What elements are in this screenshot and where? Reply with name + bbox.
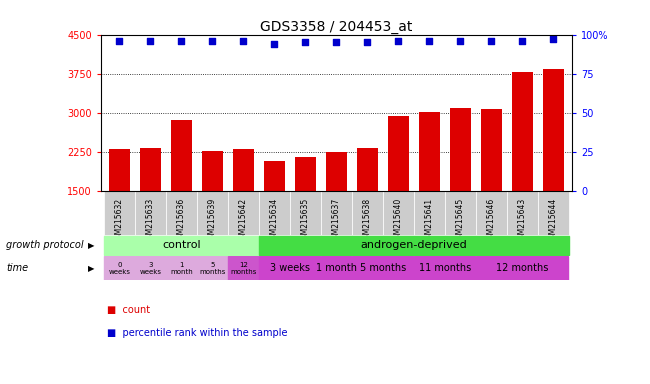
- Text: 3 weeks: 3 weeks: [270, 263, 310, 273]
- Bar: [321, 257, 350, 280]
- Text: GSM215637: GSM215637: [332, 198, 341, 244]
- Bar: [290, 192, 321, 235]
- Text: GSM215632: GSM215632: [115, 198, 124, 244]
- Bar: [387, 116, 410, 192]
- Point: [207, 38, 218, 44]
- Bar: [476, 192, 507, 235]
- Bar: [233, 149, 254, 192]
- Point: [238, 38, 248, 44]
- Point: [145, 38, 155, 44]
- Text: GSM215644: GSM215644: [549, 198, 558, 244]
- Text: GSM215645: GSM215645: [456, 198, 465, 244]
- Bar: [476, 257, 567, 280]
- Bar: [352, 192, 383, 235]
- Bar: [321, 192, 352, 235]
- Bar: [202, 151, 223, 192]
- Text: 5
months: 5 months: [199, 262, 226, 275]
- Bar: [445, 192, 476, 235]
- Bar: [326, 152, 347, 192]
- Bar: [480, 109, 502, 192]
- Point: [517, 38, 528, 44]
- Bar: [294, 157, 316, 192]
- Bar: [197, 257, 227, 280]
- Bar: [104, 236, 259, 255]
- Bar: [263, 161, 285, 192]
- Text: GSM215633: GSM215633: [146, 198, 155, 244]
- Text: GSM215634: GSM215634: [270, 198, 279, 244]
- Title: GDS3358 / 204453_at: GDS3358 / 204453_at: [260, 20, 413, 33]
- Bar: [259, 192, 290, 235]
- Text: time: time: [6, 263, 29, 273]
- Point: [548, 36, 558, 42]
- Bar: [543, 69, 564, 192]
- Point: [393, 38, 404, 44]
- Text: GSM215636: GSM215636: [177, 198, 186, 244]
- Bar: [140, 147, 161, 192]
- Point: [114, 38, 125, 44]
- Point: [455, 38, 465, 44]
- Bar: [512, 72, 533, 192]
- Bar: [228, 192, 259, 235]
- Point: [362, 39, 372, 45]
- Bar: [419, 112, 440, 192]
- Bar: [135, 257, 164, 280]
- Text: 11 months: 11 months: [419, 263, 471, 273]
- Bar: [357, 147, 378, 192]
- Text: androgen-deprived: androgen-deprived: [361, 240, 467, 250]
- Bar: [414, 257, 474, 280]
- Bar: [197, 192, 228, 235]
- Text: 12
months: 12 months: [230, 262, 257, 275]
- Text: growth protocol: growth protocol: [6, 240, 84, 250]
- Text: 3
weeks: 3 weeks: [139, 262, 161, 275]
- Bar: [507, 192, 538, 235]
- Text: 0
weeks: 0 weeks: [109, 262, 131, 275]
- Bar: [259, 257, 320, 280]
- Bar: [383, 192, 414, 235]
- Bar: [259, 236, 569, 255]
- Point: [331, 39, 342, 45]
- Bar: [450, 108, 471, 192]
- Bar: [414, 192, 445, 235]
- Bar: [104, 192, 135, 235]
- Point: [486, 38, 497, 44]
- Bar: [170, 120, 192, 192]
- Text: GSM215642: GSM215642: [239, 198, 248, 244]
- Point: [424, 38, 435, 44]
- Bar: [228, 257, 257, 280]
- Bar: [166, 192, 197, 235]
- Text: ■  percentile rank within the sample: ■ percentile rank within the sample: [107, 328, 288, 338]
- Text: 12 months: 12 months: [496, 263, 549, 273]
- Bar: [104, 257, 134, 280]
- Bar: [166, 257, 196, 280]
- Text: GSM215646: GSM215646: [487, 198, 496, 244]
- Text: control: control: [162, 240, 201, 250]
- Text: GSM215641: GSM215641: [425, 198, 434, 244]
- Bar: [352, 257, 413, 280]
- Bar: [135, 192, 166, 235]
- Text: 1
month: 1 month: [170, 262, 193, 275]
- Text: GSM215635: GSM215635: [301, 198, 310, 244]
- Point: [176, 38, 187, 44]
- Bar: [538, 192, 569, 235]
- Text: ▶: ▶: [88, 241, 94, 250]
- Text: ▶: ▶: [88, 264, 94, 273]
- Text: GSM215640: GSM215640: [394, 198, 403, 244]
- Text: 1 month: 1 month: [316, 263, 357, 273]
- Bar: [109, 149, 130, 192]
- Text: ■  count: ■ count: [107, 305, 150, 315]
- Text: GSM215638: GSM215638: [363, 198, 372, 244]
- Text: GSM215639: GSM215639: [208, 198, 217, 244]
- Text: GSM215643: GSM215643: [518, 198, 527, 244]
- Text: 5 months: 5 months: [359, 263, 406, 273]
- Point: [300, 39, 311, 45]
- Point: [269, 41, 280, 47]
